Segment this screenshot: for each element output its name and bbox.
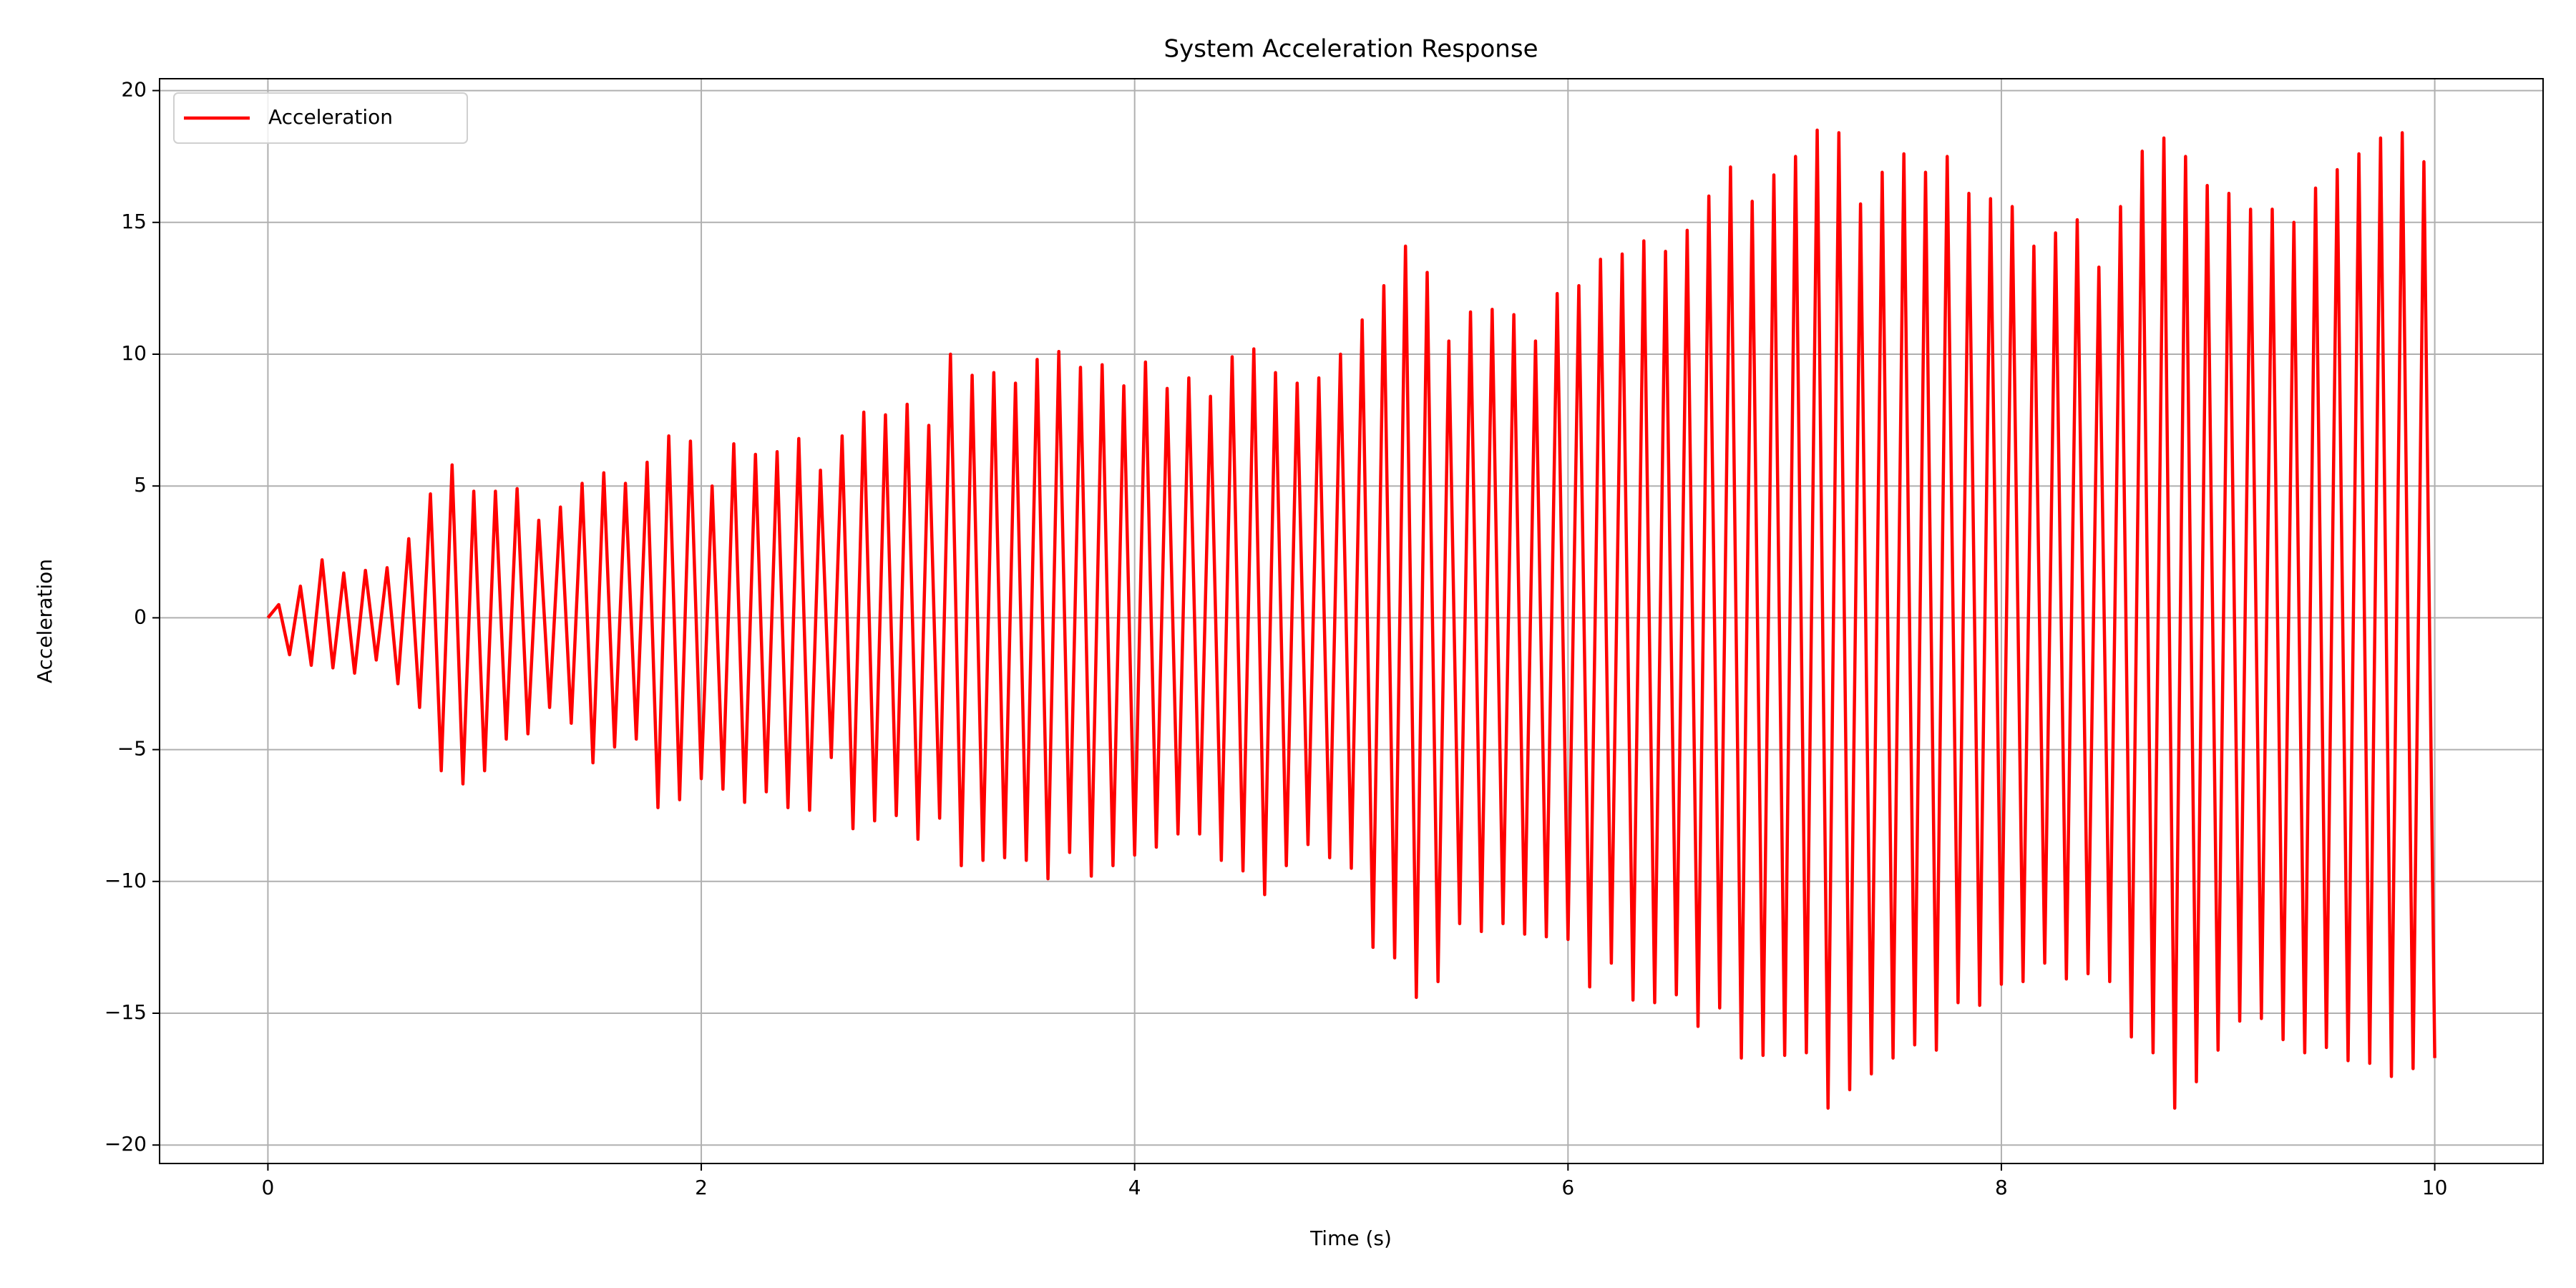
data-line [266,128,2436,1110]
x-tick-label: 6 [1561,1176,1574,1199]
y-tick-label: 0 [134,605,147,628]
legend: Acceleration [173,92,468,144]
legend-box [173,92,468,144]
y-tick-label: −20 [104,1132,147,1156]
y-tick-label: 15 [121,210,147,233]
x-tick-label: 10 [2422,1176,2448,1199]
y-tick-label: −10 [104,869,147,892]
x-tick-label: 0 [261,1176,274,1199]
y-axis-label: Acceleration [33,559,57,683]
y-tick-label: −15 [104,1000,147,1024]
axes-frame [159,78,2544,1164]
y-tick-label: 5 [134,473,147,497]
plot-area [266,128,2436,1110]
x-tick-label: 4 [1128,1176,1141,1199]
y-tick-label: −5 [117,737,147,761]
x-tick-label: 8 [1995,1176,2008,1199]
x-axis-label: Time (s) [1309,1226,1392,1250]
y-tick-label: 10 [121,341,147,365]
x-tick-label: 2 [695,1176,708,1199]
legend-label: Acceleration [268,105,393,129]
axes: 0 2 4 6 8 10 −20 −15 −10 −5 0 5 10 15 20 [104,78,2544,1199]
chart-title: System Acceleration Response [1164,35,1538,64]
y-tick-label: 20 [121,78,147,102]
